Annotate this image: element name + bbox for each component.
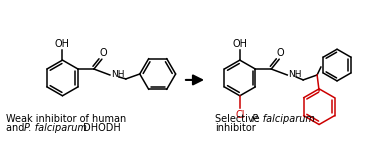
Text: O: O (99, 48, 107, 58)
Text: NH: NH (288, 70, 302, 79)
Text: OH: OH (232, 39, 247, 49)
Text: P. falciparum: P. falciparum (23, 123, 87, 133)
Text: DHODH: DHODH (81, 123, 121, 133)
Text: Selective: Selective (215, 114, 263, 124)
Text: Cl: Cl (235, 110, 245, 120)
Text: NH: NH (111, 70, 124, 79)
Text: Weak inhibitor of human: Weak inhibitor of human (6, 114, 126, 124)
Text: P. falciparum: P. falciparum (252, 114, 314, 124)
Text: inhibitor: inhibitor (215, 123, 256, 133)
Text: O: O (276, 48, 284, 58)
Text: OH: OH (55, 39, 70, 49)
Text: and: and (6, 123, 27, 133)
